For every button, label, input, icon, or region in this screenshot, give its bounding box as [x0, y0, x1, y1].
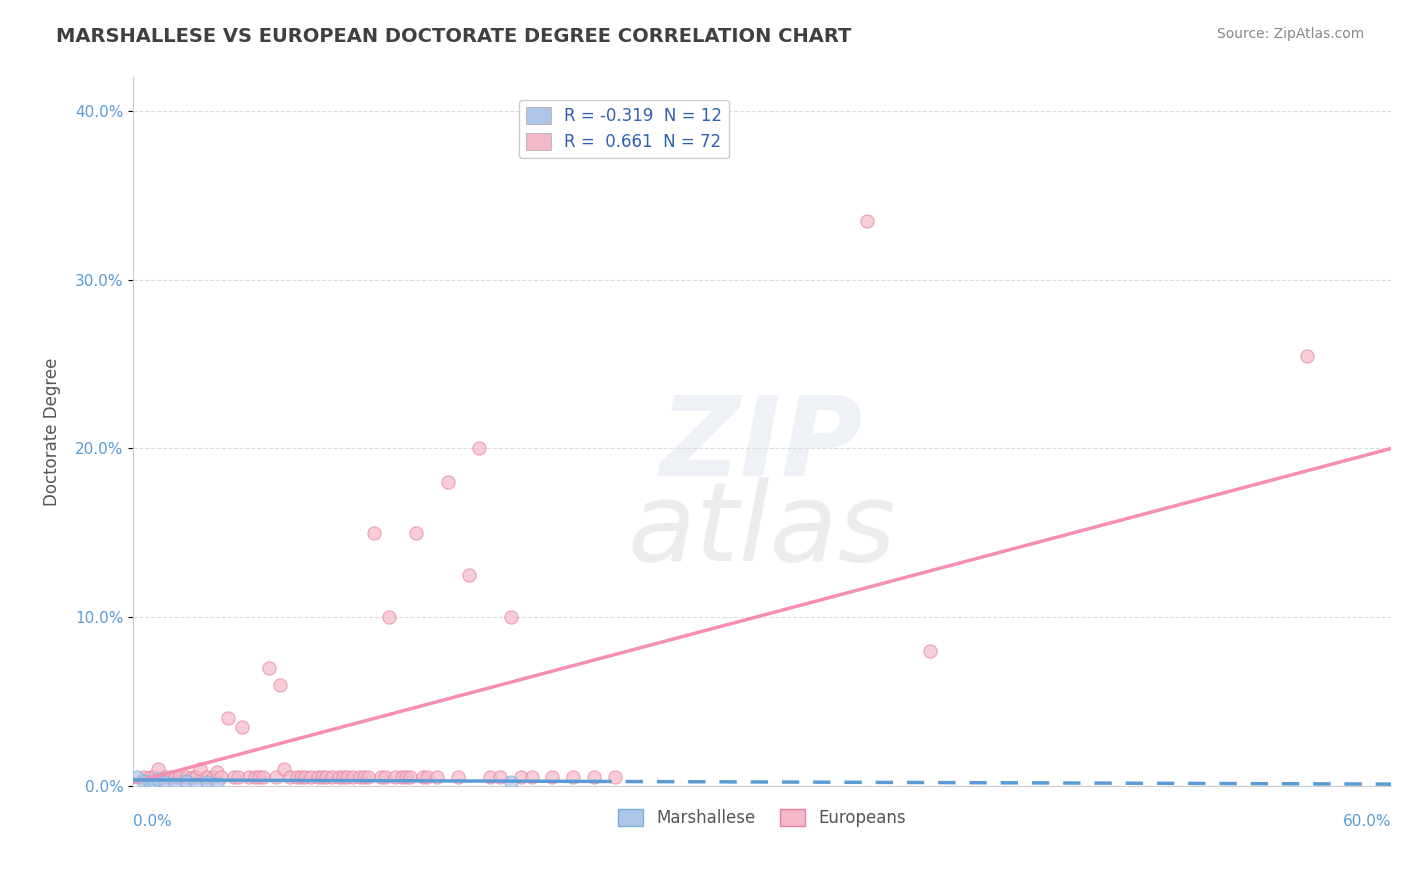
Point — [188, 762, 211, 776]
Point — [165, 777, 187, 791]
Point — [363, 525, 385, 540]
Point — [374, 770, 396, 784]
Point — [315, 770, 337, 784]
Point — [294, 770, 316, 784]
Point — [357, 770, 380, 784]
Point — [195, 770, 218, 784]
Point — [222, 770, 245, 784]
Point — [336, 770, 359, 784]
Point — [153, 770, 176, 784]
Point — [143, 777, 166, 791]
Point — [273, 762, 295, 776]
Point — [174, 770, 197, 784]
Point — [153, 775, 176, 789]
Point — [349, 770, 371, 784]
Point — [148, 772, 170, 786]
Text: 60.0%: 60.0% — [1343, 814, 1391, 830]
Point — [391, 770, 413, 784]
Point — [468, 442, 491, 456]
Point — [269, 677, 291, 691]
Point — [205, 777, 228, 791]
Point — [399, 770, 422, 784]
Point — [378, 610, 401, 624]
Point — [165, 770, 187, 784]
Point — [231, 720, 253, 734]
Point — [205, 765, 228, 780]
Point — [321, 770, 343, 784]
Point — [127, 770, 149, 784]
Point — [311, 770, 333, 784]
Point — [181, 770, 204, 784]
Point — [541, 770, 564, 784]
Point — [856, 214, 879, 228]
Point — [405, 525, 427, 540]
Point — [342, 770, 364, 784]
Legend: Marshallese, Europeans: Marshallese, Europeans — [612, 803, 912, 834]
Point — [243, 770, 266, 784]
Point — [332, 770, 354, 784]
Point — [174, 773, 197, 788]
Point — [264, 770, 287, 784]
Point — [499, 775, 522, 789]
Point — [384, 770, 406, 784]
Point — [499, 610, 522, 624]
Point — [415, 770, 437, 784]
Point — [132, 773, 155, 788]
Point — [353, 770, 375, 784]
Point — [436, 475, 458, 490]
Point — [290, 770, 312, 784]
Point — [195, 775, 218, 789]
Point — [1296, 349, 1319, 363]
Y-axis label: Doctorate Degree: Doctorate Degree — [44, 358, 60, 506]
Point — [280, 770, 302, 784]
Point — [184, 777, 207, 791]
Point — [489, 770, 512, 784]
Text: 0.0%: 0.0% — [134, 814, 172, 830]
Point — [328, 770, 350, 784]
Point — [184, 770, 207, 784]
Point — [139, 775, 162, 789]
Point — [226, 770, 249, 784]
Point — [918, 644, 941, 658]
Point — [510, 770, 533, 784]
Text: MARSHALLESE VS EUROPEAN DOCTORATE DEGREE CORRELATION CHART: MARSHALLESE VS EUROPEAN DOCTORATE DEGREE… — [56, 27, 852, 45]
Point — [160, 770, 183, 784]
Point — [447, 770, 470, 784]
Text: Source: ZipAtlas.com: Source: ZipAtlas.com — [1216, 27, 1364, 41]
Point — [217, 711, 239, 725]
Point — [169, 770, 191, 784]
Point — [426, 770, 449, 784]
Text: ZIP: ZIP — [661, 392, 863, 500]
Point — [201, 770, 224, 784]
Point — [299, 770, 322, 784]
Point — [285, 770, 308, 784]
Point — [562, 770, 585, 784]
Point — [247, 770, 270, 784]
Point — [605, 770, 627, 784]
Point — [395, 770, 418, 784]
Point — [259, 661, 281, 675]
Point — [148, 762, 170, 776]
Point — [457, 568, 479, 582]
Point — [132, 770, 155, 784]
Point — [143, 770, 166, 784]
Point — [583, 770, 606, 784]
Point — [370, 770, 392, 784]
Point — [520, 770, 543, 784]
Point — [139, 770, 162, 784]
Point — [307, 770, 329, 784]
Point — [252, 770, 274, 784]
Text: atlas: atlas — [628, 477, 897, 584]
Point — [209, 770, 232, 784]
Point — [478, 770, 501, 784]
Point — [412, 770, 434, 784]
Point — [238, 770, 260, 784]
